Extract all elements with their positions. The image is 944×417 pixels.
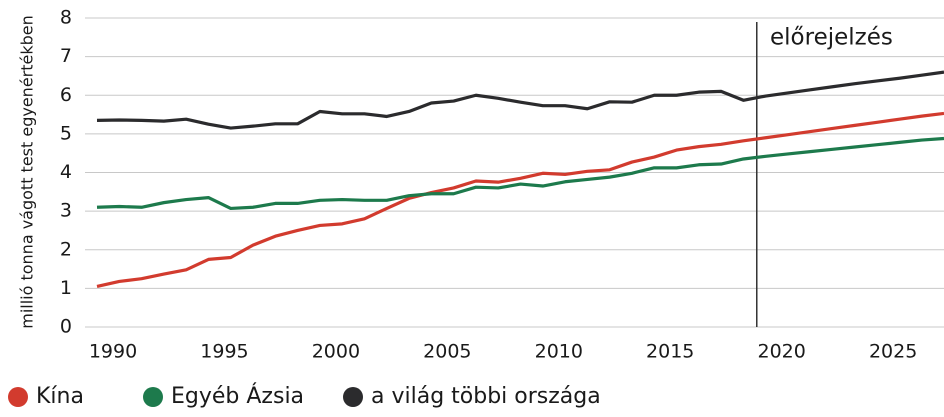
legend-swatch (8, 387, 28, 407)
series-line (96, 111, 944, 289)
series-line (96, 136, 944, 211)
y-tick-label: 4 (60, 161, 72, 183)
legend-label: Egyéb Ázsia (171, 383, 304, 409)
y-tick-label: 5 (60, 122, 72, 144)
legend-label: a világ többi országa (371, 384, 601, 409)
y-tick-label: 6 (60, 84, 72, 106)
x-tick-label: 2005 (423, 341, 471, 363)
y-tick-label: 0 (60, 316, 72, 338)
x-tick-label: 1995 (200, 341, 248, 363)
y-tick-label: 8 (60, 7, 72, 29)
y-axis-label: millió tonna vágott test egyenértékben (18, 15, 37, 329)
legend-swatch (143, 387, 163, 407)
x-tick-label: 2015 (646, 341, 694, 363)
x-tick-label: 2000 (312, 341, 360, 363)
x-tick-label: 2025 (869, 341, 917, 363)
x-tick-label: 2020 (758, 341, 806, 363)
annotation: előrejelzés (770, 25, 893, 51)
x-tick-label: 1990 (89, 341, 137, 363)
y-tick-label: 1 (60, 277, 72, 299)
y-tick-label: 7 (60, 45, 72, 67)
legend-label: Kína (36, 384, 84, 409)
y-tick-label: 2 (60, 238, 72, 260)
y-tick-label: 3 (60, 200, 72, 222)
legend-swatch (343, 387, 363, 407)
x-tick-label: 2010 (535, 341, 583, 363)
series-line (96, 70, 944, 130)
